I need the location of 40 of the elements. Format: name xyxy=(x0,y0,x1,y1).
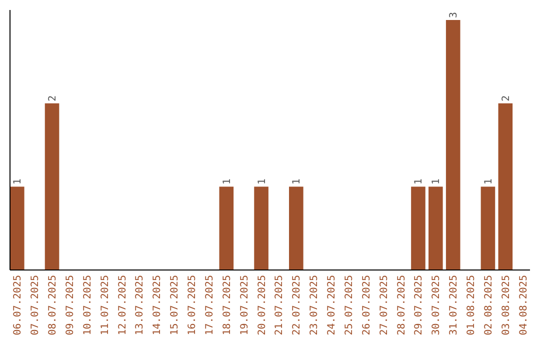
x-tick-label: 07.07.2025 xyxy=(30,275,42,336)
x-tick-label: 03.08.2025 xyxy=(500,275,512,336)
x-tick-label: 22.07.2025 xyxy=(292,275,303,336)
x-tick-label: 13.07.2025 xyxy=(134,275,146,336)
x-tick-label: 14.07.2025 xyxy=(152,275,164,336)
x-tick-label: 25.07.2025 xyxy=(344,275,355,336)
data-label: 1 xyxy=(12,178,24,185)
data-label: 1 xyxy=(292,178,303,185)
x-tick-label: 28.07.2025 xyxy=(396,275,408,336)
x-tick-label: 21.07.2025 xyxy=(274,275,286,336)
x-tick-label: 12.07.2025 xyxy=(117,275,128,336)
x-tick-label: 04.08.2025 xyxy=(518,275,530,336)
x-tick-label: 16.07.2025 xyxy=(187,275,198,336)
x-tick-label: 01.08.2025 xyxy=(466,275,478,336)
x-tick-label: 19.07.2025 xyxy=(239,275,250,336)
x-tick-label: 08.07.2025 xyxy=(48,275,59,336)
x-tick-label: 10.07.2025 xyxy=(82,275,94,336)
data-label: 1 xyxy=(431,178,442,185)
x-tick-label: 15.07.2025 xyxy=(170,275,181,336)
data-label: 1 xyxy=(483,178,494,185)
x-tick-label: 20.07.2025 xyxy=(256,275,268,336)
x-tick-label: 06.07.2025 xyxy=(12,275,24,336)
x-tick-label: 11.07.2025 xyxy=(100,275,111,336)
x-tick-label: 27.07.2025 xyxy=(378,275,390,336)
x-tick-label: 17.07.2025 xyxy=(204,275,216,336)
data-label: 2 xyxy=(48,95,59,102)
data-label: 2 xyxy=(500,95,512,102)
data-label: 1 xyxy=(222,178,233,185)
x-tick-label: 02.08.2025 xyxy=(483,275,494,336)
x-tick-label: 29.07.2025 xyxy=(414,275,425,336)
x-tick-label: 31.07.2025 xyxy=(448,275,460,336)
x-tick-label: 30.07.2025 xyxy=(431,275,442,336)
x-tick-label: 09.07.2025 xyxy=(64,275,76,336)
data-label: 1 xyxy=(256,178,268,185)
x-tick-label: 24.07.2025 xyxy=(326,275,338,336)
x-tick-label: 18.07.2025 xyxy=(222,275,233,336)
x-tick-label: 23.07.2025 xyxy=(309,275,320,336)
x-tick-label: 26.07.2025 xyxy=(361,275,372,336)
data-label: 3 xyxy=(448,12,460,18)
data-label: 1 xyxy=(414,178,425,185)
